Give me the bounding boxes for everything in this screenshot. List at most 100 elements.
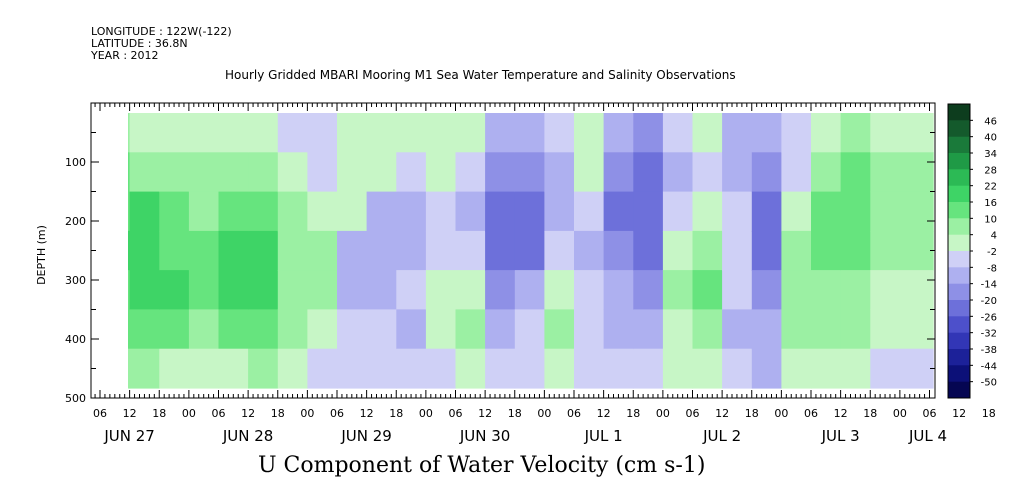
heatmap-cell bbox=[366, 309, 397, 350]
heatmap-cell bbox=[722, 309, 753, 350]
colorbar-label: 40 bbox=[984, 133, 997, 144]
colorbar-label: 10 bbox=[984, 214, 997, 225]
heatmap-cell bbox=[425, 113, 457, 153]
colorbar-label: -32 bbox=[981, 329, 997, 340]
heatmap-cell bbox=[692, 191, 723, 232]
heatmap-cell bbox=[218, 152, 249, 193]
heatmap-cell bbox=[159, 113, 190, 153]
y-tick-label: 100 bbox=[65, 156, 86, 169]
y-tick-label: 300 bbox=[65, 274, 86, 287]
heatmap-cell bbox=[485, 230, 516, 271]
heatmap-cell bbox=[307, 230, 338, 271]
x-hour-label: 12 bbox=[360, 407, 374, 420]
colorbar-swatch bbox=[948, 267, 970, 285]
heatmap-cell bbox=[870, 191, 934, 232]
x-hour-label: 12 bbox=[952, 407, 966, 420]
year-label: YEAR : 2012 bbox=[91, 49, 159, 62]
heatmap-cell bbox=[129, 270, 160, 310]
heatmap-cell bbox=[425, 309, 457, 350]
colorbar-swatch bbox=[948, 300, 970, 317]
colorbar-swatch bbox=[948, 365, 970, 383]
heatmap-cell bbox=[277, 113, 308, 153]
heatmap-cell bbox=[603, 230, 634, 271]
heatmap-cell bbox=[574, 270, 605, 310]
heatmap-cell bbox=[811, 191, 842, 232]
heatmap-cell bbox=[514, 191, 545, 232]
heatmap-cell bbox=[840, 191, 871, 232]
colorbar-label: 46 bbox=[984, 116, 997, 127]
y-tick-label: 200 bbox=[65, 215, 86, 228]
heatmap-cell bbox=[662, 348, 694, 389]
heatmap-cell bbox=[159, 270, 190, 310]
heatmap-cell bbox=[337, 152, 368, 193]
heatmap-cell bbox=[781, 348, 812, 389]
x-hour-label: 12 bbox=[715, 407, 729, 420]
heatmap-cell bbox=[751, 191, 782, 232]
heatmap-cell bbox=[337, 191, 368, 232]
heatmap-cell bbox=[485, 191, 516, 232]
x-hour-label: 06 bbox=[212, 407, 226, 420]
x-hour-label: 00 bbox=[182, 407, 196, 420]
colorbar-label: -8 bbox=[987, 263, 997, 274]
x-hour-label: 12 bbox=[241, 407, 255, 420]
heatmap-cell bbox=[128, 309, 131, 350]
colorbar-swatch bbox=[948, 153, 970, 170]
heatmap-cell bbox=[188, 152, 220, 193]
heatmap-cell bbox=[662, 152, 694, 193]
heatmap-cell bbox=[337, 348, 368, 389]
heatmap-cell bbox=[307, 309, 338, 350]
heatmap-cell bbox=[366, 230, 397, 271]
heatmap-cell bbox=[811, 113, 842, 153]
heatmap-cell bbox=[574, 309, 605, 350]
colorbar-label: -14 bbox=[981, 280, 997, 291]
heatmap-cell bbox=[603, 309, 634, 350]
heatmap-cell bbox=[218, 309, 249, 350]
colorbar-swatch bbox=[948, 185, 970, 203]
heatmap-cell bbox=[159, 348, 190, 389]
colorbar-swatch bbox=[948, 332, 970, 350]
heatmap-cell bbox=[128, 270, 131, 310]
heatmap-cell bbox=[692, 309, 723, 350]
heatmap-cell bbox=[455, 152, 486, 193]
heatmap-cell bbox=[870, 348, 934, 389]
heatmap-cell bbox=[485, 348, 516, 389]
heatmap-cell bbox=[159, 230, 190, 271]
heatmap-cell bbox=[751, 309, 782, 350]
y-tick-label: 400 bbox=[65, 333, 86, 346]
colorbar-label: -26 bbox=[981, 312, 997, 323]
heatmap-cell bbox=[396, 348, 427, 389]
heatmap-cell bbox=[633, 270, 664, 310]
x-day-label: JUL 4 bbox=[908, 427, 947, 445]
heatmap-cell bbox=[455, 113, 486, 153]
colorbar-swatch bbox=[948, 234, 970, 252]
colorbar-swatch bbox=[948, 136, 970, 154]
heatmap-cell bbox=[366, 113, 397, 153]
heatmap-cell bbox=[811, 309, 842, 350]
heatmap-cell bbox=[722, 230, 753, 271]
heatmap-cell bbox=[544, 152, 575, 193]
heatmap-cell bbox=[485, 152, 516, 193]
heatmap-cell bbox=[692, 113, 723, 153]
x-hour-label: 00 bbox=[419, 407, 433, 420]
colorbar-label: 4 bbox=[991, 231, 997, 242]
heatmap-cell bbox=[218, 270, 249, 310]
x-hour-label: 06 bbox=[93, 407, 107, 420]
heatmap-cell bbox=[840, 270, 871, 310]
heatmap-cell bbox=[366, 152, 397, 193]
heatmap-cell bbox=[544, 230, 575, 271]
heatmap-cell bbox=[870, 113, 934, 153]
heatmap-cell bbox=[129, 309, 160, 350]
heatmap-cell bbox=[781, 152, 812, 193]
x-hour-label: 00 bbox=[656, 407, 670, 420]
x-hour-label: 18 bbox=[152, 407, 166, 420]
heatmap-cell bbox=[514, 230, 545, 271]
heatmap-cell bbox=[870, 230, 934, 271]
heatmap-cell bbox=[781, 191, 812, 232]
heatmap-cell bbox=[455, 348, 486, 389]
heatmap-cell bbox=[574, 152, 605, 193]
heatmap-cell bbox=[603, 113, 634, 153]
x-hour-label: 18 bbox=[389, 407, 403, 420]
colorbar-label: -38 bbox=[981, 345, 997, 356]
heatmap-cell bbox=[425, 270, 457, 310]
x-hour-label: 12 bbox=[123, 407, 137, 420]
